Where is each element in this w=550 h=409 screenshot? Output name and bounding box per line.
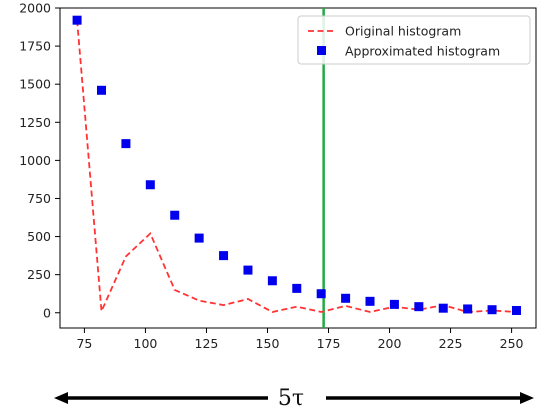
tau-annotation: 5τ (54, 386, 534, 409)
right-arrow-head (520, 392, 534, 404)
approximated-histogram-marker (365, 296, 375, 306)
y-tick-label: 1750 (19, 39, 51, 54)
left-arrow-head (54, 392, 68, 404)
approximated-histogram-marker (267, 276, 277, 286)
x-axis: 75 100 125 150 175 200 225 250 (76, 328, 524, 351)
approximated-histogram-marker (72, 15, 82, 25)
original-histogram-point (320, 311, 323, 314)
x-tick-label: 200 (378, 336, 402, 351)
legend-square-swatch (317, 46, 326, 55)
y-tick-label: 500 (27, 229, 51, 244)
original-histogram-point (124, 255, 127, 258)
legend-box (297, 15, 531, 65)
x-tick-label: 250 (500, 336, 524, 351)
approximated-histogram-marker (463, 304, 473, 314)
approximated-histogram-marker (487, 305, 497, 315)
original-histogram-point (344, 304, 347, 307)
x-tick-label: 125 (195, 336, 219, 351)
approximated-histogram-marker (292, 283, 302, 293)
x-tick-label: 150 (256, 336, 280, 351)
approximated-histogram-marker (511, 305, 521, 315)
y-tick-label: 0 (43, 305, 51, 320)
y-tick-label: 750 (27, 191, 51, 206)
x-tick-label: 225 (439, 336, 463, 351)
plot-area (59, 7, 537, 329)
y-tick-label: 250 (27, 267, 51, 282)
approximated-histogram-marker (121, 139, 131, 149)
original-histogram-point (295, 305, 298, 308)
y-tick-label: 1000 (19, 153, 51, 168)
approximated-histogram-marker (243, 265, 253, 275)
original-histogram-point (198, 299, 201, 302)
x-tick-label: 100 (134, 336, 158, 351)
y-tick-label: 1500 (19, 77, 51, 92)
approximated-histogram-marker (145, 180, 155, 190)
plot-frame (59, 7, 537, 329)
y-tick-label: 2000 (19, 1, 51, 16)
approximated-histogram-marker (170, 210, 180, 220)
original-histogram-point (271, 311, 274, 314)
approximated-histogram-marker (341, 293, 351, 303)
approximated-histogram-series (72, 15, 521, 315)
legend: Original histogram Approximated histogram (297, 15, 531, 65)
original-histogram-point (173, 288, 176, 291)
approximated-histogram-marker (194, 233, 204, 243)
legend-label-original: Original histogram (345, 24, 461, 39)
x-tick-label: 75 (76, 336, 92, 351)
x-tick-label: 175 (317, 336, 341, 351)
legend-label-approximated: Approximated histogram (345, 44, 500, 59)
original-histogram-point (246, 298, 249, 301)
approximated-histogram-marker (96, 85, 106, 95)
y-tick-label: 1250 (19, 115, 51, 130)
original-histogram-point (149, 232, 152, 235)
tau-label: 5τ (278, 386, 304, 409)
original-histogram-point (222, 304, 225, 307)
approximated-histogram-marker (316, 289, 326, 299)
original-histogram-point (369, 311, 372, 314)
original-histogram-point (100, 310, 103, 313)
approximated-histogram-marker (389, 299, 399, 309)
y-axis: 0 250 500 750 1000 1250 1500 1750 2000 (19, 1, 60, 320)
approximated-histogram-marker (219, 251, 229, 261)
approximated-histogram-marker (414, 302, 424, 312)
approximated-histogram-marker (438, 303, 448, 313)
